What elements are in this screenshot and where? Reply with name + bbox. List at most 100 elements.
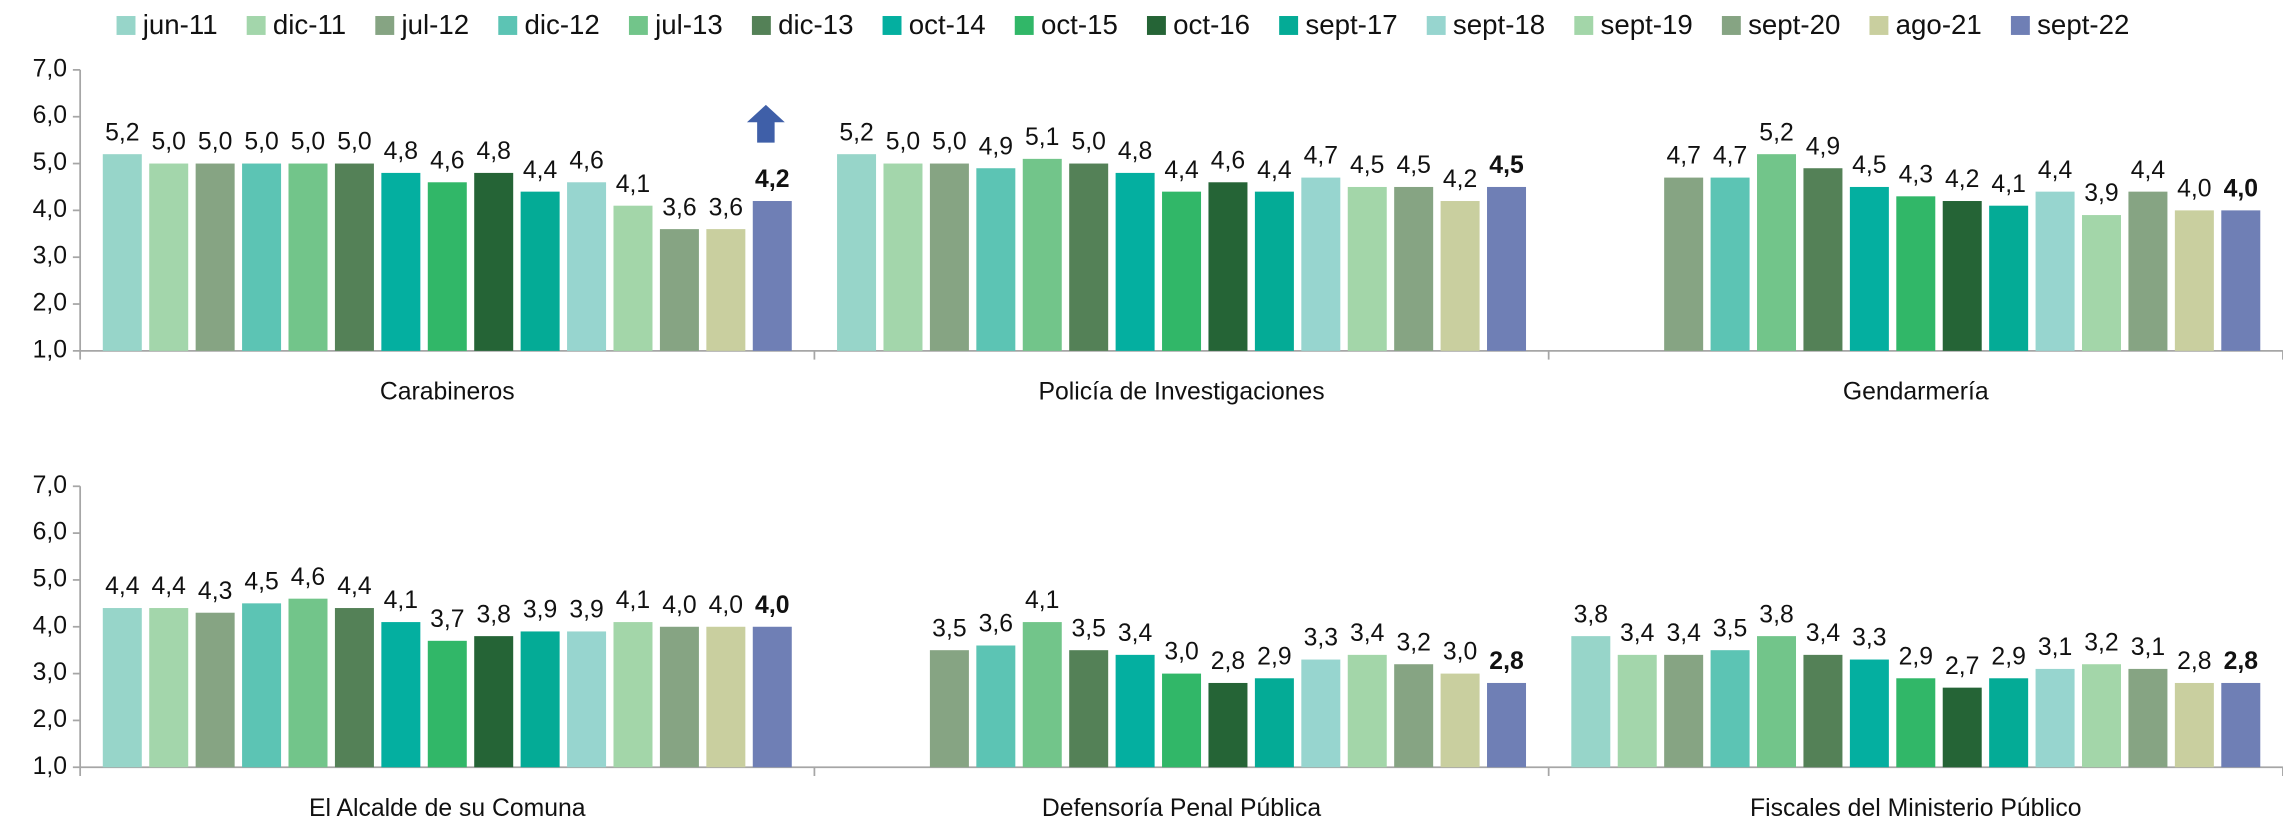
bar (929, 163, 969, 351)
bar (1710, 650, 1750, 768)
legend-label: dic-12 (524, 9, 599, 40)
bar (1254, 678, 1294, 768)
value-label: 4,2 (1945, 166, 1979, 193)
bar (2174, 682, 2214, 768)
value-label: 4,1 (616, 587, 650, 614)
bar (1896, 196, 1936, 351)
value-label: 4,4 (1257, 157, 1292, 184)
legend-label: oct-15 (1041, 9, 1118, 40)
value-label: 3,4 (1350, 620, 1385, 647)
value-label: 3,2 (1396, 629, 1430, 656)
bar (1896, 678, 1936, 768)
legend-swatch (1869, 16, 1889, 35)
value-label: 4,9 (979, 133, 1013, 160)
value-label: 4,0 (2177, 176, 2211, 203)
value-label: 2,8 (2224, 648, 2258, 675)
bar (381, 622, 421, 768)
value-label: 2,8 (1211, 648, 1245, 675)
bar (149, 163, 189, 351)
value-label: 3,3 (1304, 625, 1338, 652)
bar (1487, 682, 1527, 768)
value-label: 4,6 (569, 147, 603, 174)
bar (195, 612, 235, 768)
value-label: 4,5 (1396, 152, 1430, 179)
bar (1254, 191, 1294, 351)
value-label: 4,7 (1713, 143, 1747, 170)
legend-swatch (882, 16, 902, 35)
bar (195, 163, 235, 351)
legend-swatch (628, 16, 648, 35)
y-tick-label: 2,0 (33, 290, 67, 317)
value-label: 4,5 (1350, 152, 1384, 179)
bar (1440, 201, 1480, 351)
value-label: 4,5 (244, 568, 278, 595)
legend-swatch (1146, 16, 1166, 35)
bar (1849, 186, 1889, 351)
category-label: Defensoría Penal Pública (1042, 795, 1322, 822)
value-label: 4,5 (1852, 152, 1886, 179)
value-label: 5,2 (1759, 119, 1793, 146)
value-label: 5,0 (932, 129, 966, 156)
category-label: Carabineros (380, 379, 515, 406)
bar (1942, 687, 1982, 768)
bar (2082, 215, 2122, 351)
bar (567, 182, 607, 351)
bar (613, 205, 653, 351)
y-tick-label: 7,0 (33, 55, 67, 82)
value-label: 5,0 (291, 129, 325, 156)
bar (1394, 186, 1434, 351)
legend-swatch (246, 16, 266, 35)
bar (242, 603, 282, 768)
value-label: 3,0 (1443, 639, 1477, 666)
legend-label: jul-12 (401, 9, 470, 40)
value-label: 2,9 (1899, 643, 1933, 670)
bar (1394, 664, 1434, 768)
value-label: 2,8 (1489, 648, 1523, 675)
value-label: 3,8 (1759, 601, 1793, 628)
bar (659, 626, 699, 768)
value-label: 4,1 (384, 587, 418, 614)
bar (883, 163, 923, 351)
bar (2035, 668, 2075, 768)
y-tick-label: 6,0 (33, 519, 67, 546)
y-tick-label: 6,0 (33, 102, 67, 129)
bar (2221, 682, 2261, 768)
legend-label: jul-13 (654, 9, 723, 40)
value-label: 3,0 (1164, 639, 1198, 666)
bar (381, 172, 421, 351)
bar (976, 168, 1016, 351)
value-label: 3,1 (2131, 634, 2165, 661)
value-label: 2,9 (1257, 643, 1291, 670)
value-label: 3,5 (1071, 615, 1105, 642)
category-label: Fiscales del Ministerio Público (1750, 795, 2082, 822)
value-label: 4,3 (1899, 161, 1933, 188)
category-label: Policía de Investigaciones (1038, 379, 1324, 406)
bar (1208, 182, 1248, 351)
bar (102, 154, 142, 351)
bar (334, 608, 374, 768)
value-label: 5,0 (1071, 129, 1105, 156)
legend-swatch (751, 16, 771, 35)
value-label: 4,0 (709, 592, 743, 619)
bar (1162, 673, 1202, 768)
bar (2128, 191, 2168, 351)
legend-label: dic-11 (273, 9, 346, 40)
value-label: 4,4 (2131, 157, 2166, 184)
value-label: 3,2 (2084, 629, 2118, 656)
bar (1069, 163, 1109, 351)
bar (474, 636, 514, 768)
value-label: 4,6 (430, 147, 464, 174)
legend-label: oct-14 (909, 9, 986, 40)
bar (334, 163, 374, 351)
bar (1664, 654, 1704, 768)
value-label: 5,0 (886, 129, 920, 156)
legend-label: sept-19 (1601, 9, 1693, 40)
value-label: 4,1 (616, 171, 650, 198)
value-label: 5,0 (244, 129, 278, 156)
value-label: 3,4 (1666, 620, 1701, 647)
value-label: 3,9 (2084, 180, 2118, 207)
bar (1617, 654, 1657, 768)
value-label: 2,9 (1991, 643, 2025, 670)
legend-label: sept-20 (1748, 9, 1840, 40)
